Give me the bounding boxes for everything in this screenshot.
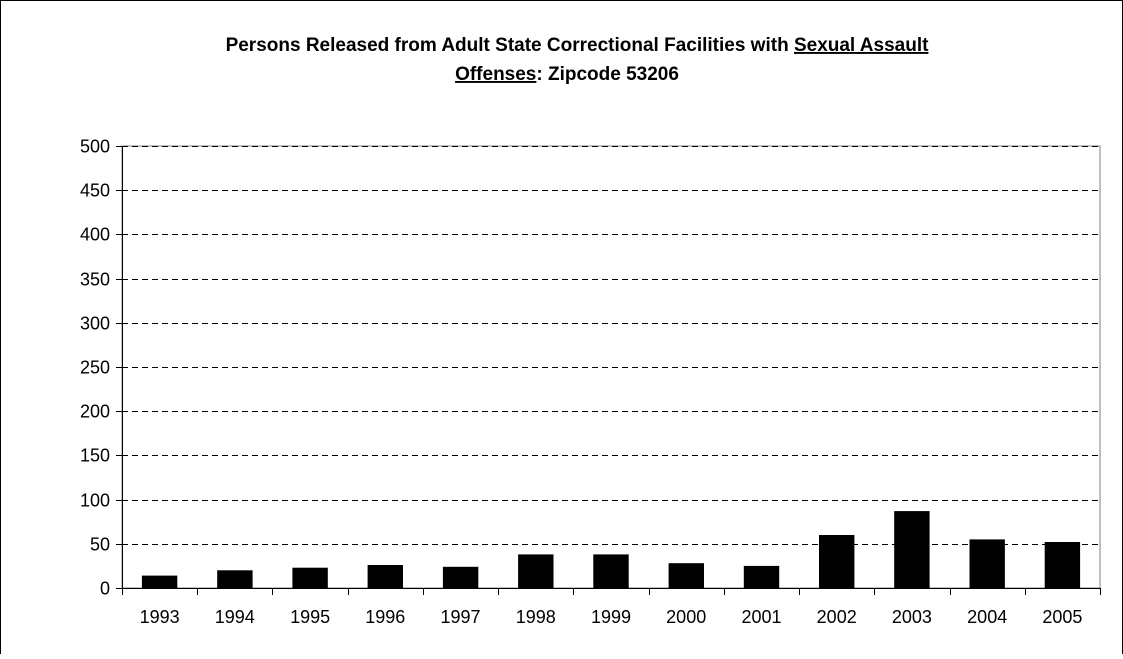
y-tick-label: 100 (80, 491, 110, 511)
x-tick-label: 1995 (290, 607, 330, 627)
x-tick-label: 2003 (892, 607, 932, 627)
y-tick-label: 150 (80, 446, 110, 466)
x-tick-label: 1996 (365, 607, 405, 627)
x-tick-label: 1997 (440, 607, 480, 627)
x-tick-label: 2000 (666, 607, 706, 627)
y-tick-label: 500 (80, 137, 110, 157)
chart-title-prefix: Persons Released from Adult State Correc… (226, 35, 794, 56)
bar-2005 (1044, 542, 1081, 588)
grid-lines (122, 146, 1100, 545)
bar-1995 (292, 567, 328, 588)
x-tick-label: 1998 (516, 607, 556, 627)
y-tick-label: 200 (80, 402, 110, 422)
y-tick-label: 250 (80, 358, 110, 378)
chart-title-line-1: Persons Released from Adult State Correc… (226, 35, 930, 56)
bar-2003 (894, 511, 930, 588)
y-tick-label: 300 (80, 314, 110, 334)
y-tick-label: 350 (80, 270, 110, 290)
x-tick-label: 2004 (967, 607, 1007, 627)
bar-2002 (819, 535, 855, 588)
chart-title-underlined-1: Sexual Assault (794, 35, 929, 56)
bar-1999 (593, 554, 629, 588)
chart-title-suffix: : Zipcode 53206 (536, 64, 679, 85)
bar-1993 (141, 575, 178, 588)
bar-1996 (367, 565, 403, 588)
y-tick-label: 450 (80, 181, 110, 201)
x-tick-label: 1993 (140, 607, 180, 627)
x-tick-label: 1999 (591, 607, 631, 627)
y-tick-label: 0 (100, 579, 110, 599)
axes (116, 146, 1101, 595)
y-axis-tick-labels: 0 50 100 150 200 250 300 350 400 450 500 (80, 137, 110, 599)
bar-2004 (969, 539, 1005, 588)
bars (141, 511, 1081, 588)
x-axis-tick-labels: 1993 1994 1995 1996 1997 1998 1999 2000 2001 2002… (140, 607, 1083, 627)
bar-1994 (217, 570, 253, 588)
bar-1998 (518, 554, 554, 588)
x-tick-label: 1994 (215, 607, 255, 627)
bar-2000 (668, 563, 704, 588)
chart-title-underlined-2: Offenses (455, 64, 536, 85)
bar-1997 (442, 566, 479, 588)
y-tick-label: 50 (90, 535, 110, 555)
bar-2001 (743, 565, 780, 588)
x-tick-label: 2005 (1042, 607, 1082, 627)
chart-title-line-2: Offenses: Zipcode 53206 (455, 64, 679, 85)
x-tick-label: 2001 (741, 607, 781, 627)
y-tick-label: 400 (80, 225, 110, 245)
x-tick-label: 2002 (817, 607, 857, 627)
